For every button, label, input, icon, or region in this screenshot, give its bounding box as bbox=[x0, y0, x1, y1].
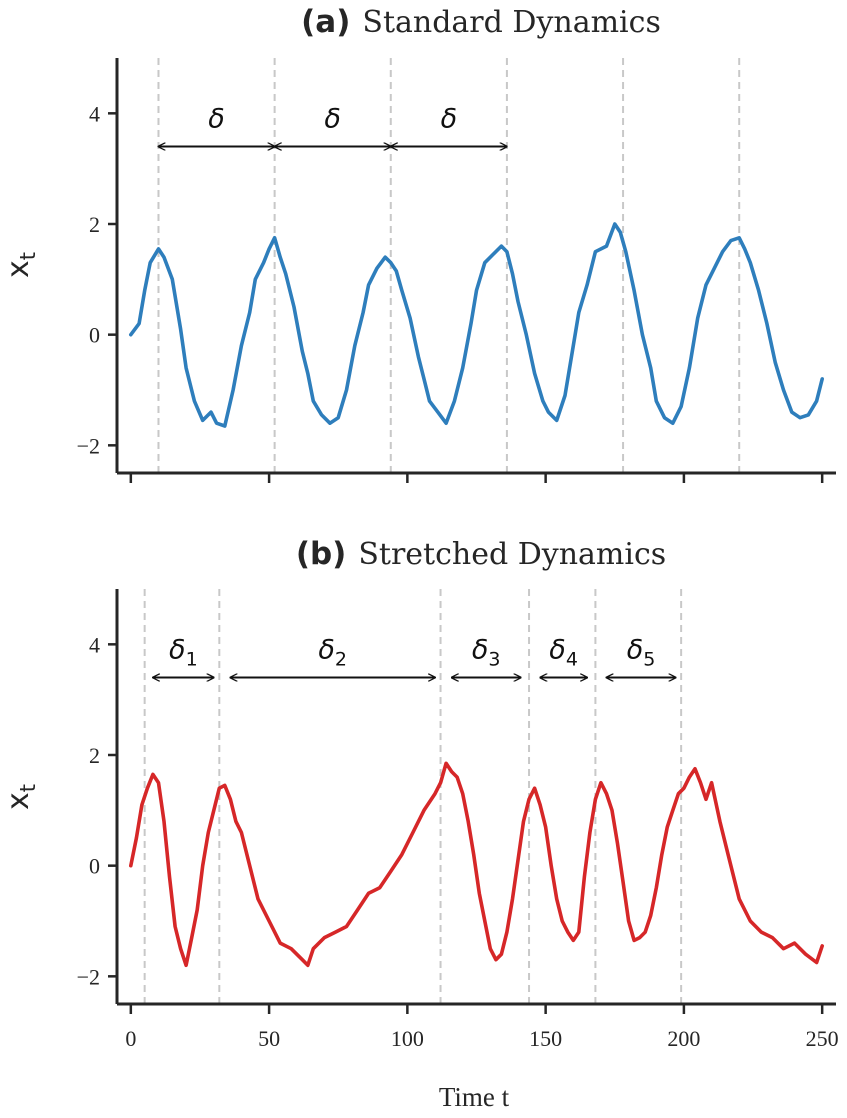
panel-b-y-label-main: x bbox=[1, 792, 36, 810]
panel-b-x-ticks: 0 50 100 150 200 250 bbox=[125, 1004, 839, 1051]
panel-a-y-tick-label-2: 0 bbox=[89, 323, 100, 348]
panel-b-interval-label-sub-4: 4 bbox=[566, 649, 578, 671]
panel-b-interval-label-symbol-2: δ bbox=[318, 635, 335, 666]
panel-a-interval-label-symbol-3: δ bbox=[441, 104, 458, 135]
panel-b-interval-label-symbol-3: δ bbox=[472, 635, 489, 666]
panel-a-y-label: xt bbox=[1, 252, 40, 278]
panel-b-x-tick-label-2: 50 bbox=[258, 1026, 280, 1051]
panel-a-title-text: Standard Dynamics bbox=[362, 5, 660, 40]
panel-a-y-tick-label-1: −2 bbox=[77, 433, 100, 458]
panel-b-annotations: δ1 δ2 δ3 δ4 δ5 bbox=[153, 635, 676, 678]
panel-b-interval-label-sub-5: 5 bbox=[643, 649, 655, 671]
panel-b-interval-label-symbol-4: δ bbox=[549, 635, 566, 666]
panel-a-interval-label-3: δ bbox=[441, 104, 458, 135]
panel-b-interval-label-5: δ5 bbox=[627, 635, 656, 671]
panel-a-title: (a) Standard Dynamics bbox=[301, 4, 661, 40]
panel-b-title-prefix: (b) bbox=[296, 536, 347, 572]
panel-b-y-tick-label-4: 4 bbox=[89, 632, 100, 657]
panel-b-x-tick-label-5: 200 bbox=[667, 1026, 700, 1051]
panel-b-x-tick-label-1: 0 bbox=[125, 1026, 136, 1051]
panel-a-interval-label-symbol-1: δ bbox=[208, 104, 225, 135]
panel-a: (a) Standard Dynamics δ δ δ −2 0 2 4 xt bbox=[1, 4, 836, 483]
panel-b-y-tick-label-1: −2 bbox=[77, 964, 100, 989]
panel-b-interval-label-sub-3: 3 bbox=[488, 649, 500, 671]
panel-b-interval-label-1: δ1 bbox=[169, 635, 198, 671]
panel-b-interval-label-3: δ3 bbox=[472, 635, 501, 671]
panel-b-title: (b) Stretched Dynamics bbox=[296, 536, 666, 572]
panel-a-interval-label-2: δ bbox=[324, 104, 341, 135]
panel-b-y-ticks: −2 0 2 4 bbox=[77, 632, 117, 989]
panel-b-series-line bbox=[129, 761, 824, 968]
panel-b-y-label: xt bbox=[1, 784, 40, 810]
panel-b-interval-label-symbol-1: δ bbox=[169, 635, 186, 666]
panel-b-x-tick-label-6: 250 bbox=[806, 1026, 839, 1051]
panel-b-boundaries bbox=[143, 589, 683, 1004]
panel-b-y-label-sub: t bbox=[16, 784, 40, 792]
panel-a-series-line bbox=[129, 222, 824, 428]
panel-b-title-text: Stretched Dynamics bbox=[358, 537, 666, 572]
panel-a-y-tick-label-3: 2 bbox=[89, 212, 100, 237]
panel-b-y-tick-label-3: 2 bbox=[89, 743, 100, 768]
panel-b-x-tick-label-3: 100 bbox=[391, 1026, 424, 1051]
panel-a-y-tick-label-4: 4 bbox=[89, 101, 100, 126]
panel-a-title-prefix: (a) bbox=[301, 4, 350, 40]
panel-b-interval-label-2: δ2 bbox=[318, 635, 347, 671]
panel-b-x-tick-label-4: 150 bbox=[529, 1026, 562, 1051]
panel-a-interval-label-1: δ bbox=[208, 104, 225, 135]
panel-a-y-ticks: −2 0 2 4 bbox=[77, 101, 117, 458]
panel-a-y-label-sub: t bbox=[16, 252, 40, 260]
x-axis-title: Time t bbox=[439, 1082, 510, 1112]
panel-b-interval-label-symbol-5: δ bbox=[627, 635, 644, 666]
panel-b-interval-label-sub-2: 2 bbox=[335, 649, 347, 671]
panel-b-interval-label-4: δ4 bbox=[549, 635, 578, 671]
panel-a-interval-label-symbol-2: δ bbox=[324, 104, 341, 135]
panel-a-x-ticks bbox=[129, 473, 824, 483]
panel-a-y-label-main: x bbox=[1, 260, 36, 278]
panel-b-interval-label-sub-1: 1 bbox=[186, 649, 198, 671]
panel-b-y-tick-label-2: 0 bbox=[89, 854, 100, 879]
